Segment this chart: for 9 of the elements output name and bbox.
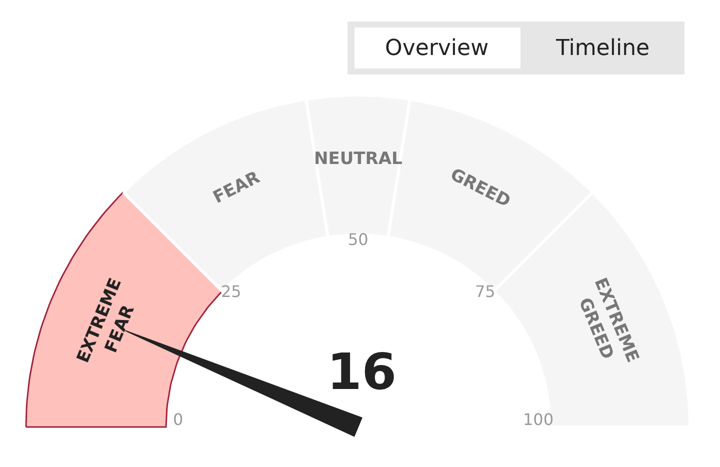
slice-label: NEUTRAL bbox=[314, 149, 402, 169]
text: 75 bbox=[475, 282, 496, 301]
text: 100 bbox=[523, 410, 554, 429]
text: 16 bbox=[327, 343, 397, 401]
text: 0 bbox=[173, 410, 184, 429]
text: Timeline bbox=[555, 36, 650, 61]
text: Overview bbox=[385, 36, 489, 61]
text: 25 bbox=[221, 282, 242, 301]
text: 50 bbox=[348, 230, 368, 249]
